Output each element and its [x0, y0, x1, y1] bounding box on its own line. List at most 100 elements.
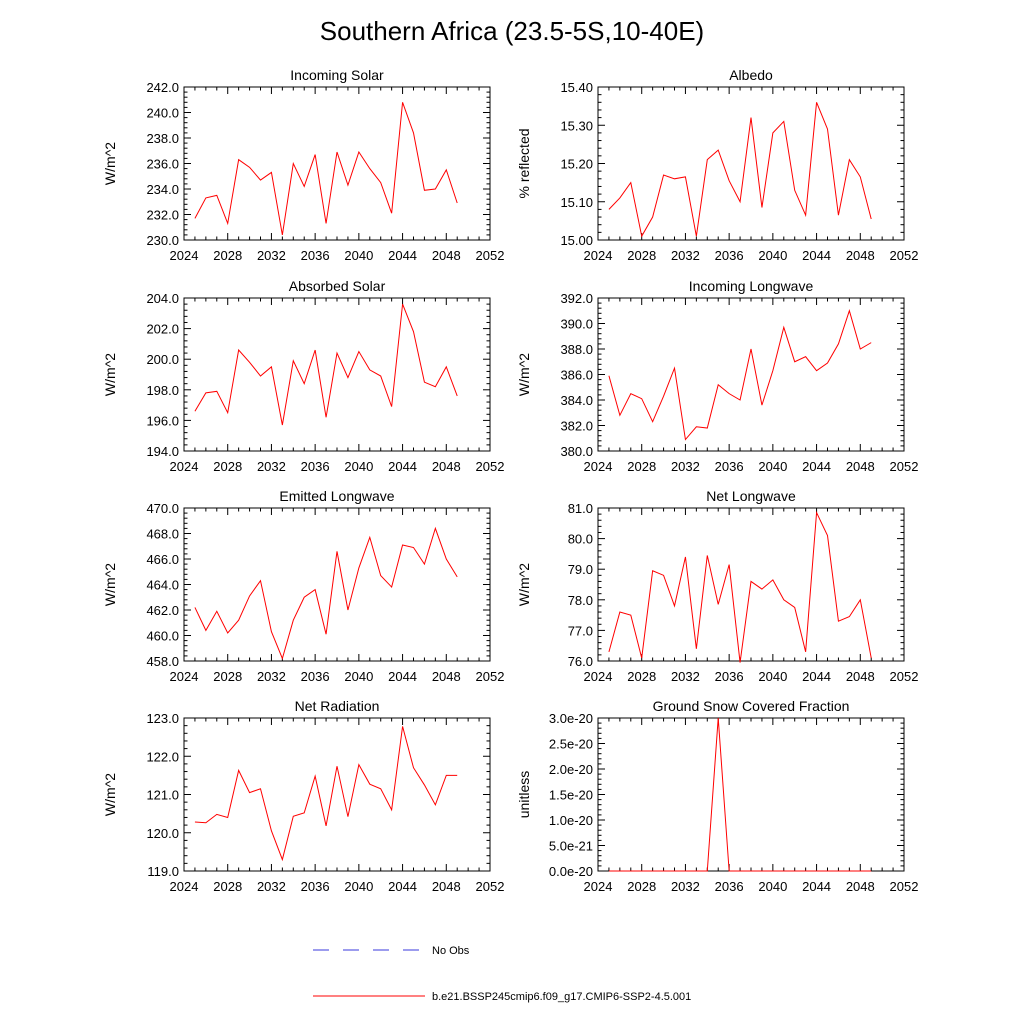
x-tick-label: 2052 — [890, 879, 919, 894]
x-tick-label: 2052 — [890, 669, 919, 684]
x-tick-label: 2024 — [170, 248, 199, 263]
x-tick-label: 2048 — [846, 879, 875, 894]
y-tick-label: 120.0 — [146, 826, 179, 841]
x-tick-label: 2048 — [846, 459, 875, 474]
x-tick-label: 2052 — [476, 879, 505, 894]
x-tick-label: 2044 — [802, 879, 831, 894]
y-tick-label: 122.0 — [146, 749, 179, 764]
x-tick-label: 2036 — [715, 459, 744, 474]
x-tick-label: 2048 — [432, 248, 461, 263]
y-tick-label: 388.0 — [560, 342, 593, 357]
plot-frame — [183, 86, 491, 241]
y-tick-label: 382.0 — [560, 419, 593, 434]
y-axis-label: W/m^2 — [102, 563, 118, 606]
y-tick-label: 386.0 — [560, 368, 593, 383]
y-tick-label: 196.0 — [146, 413, 179, 428]
plot-frame — [183, 507, 491, 662]
x-tick-label: 2048 — [432, 459, 461, 474]
y-axis-label: unitless — [516, 771, 532, 818]
y-tick-label: 242.0 — [146, 80, 179, 95]
y-tick-label: 15.00 — [560, 233, 593, 248]
y-tick-label: 462.0 — [146, 603, 179, 618]
panel-title: Ground Snow Covered Fraction — [653, 698, 850, 714]
y-tick-label: 15.20 — [560, 157, 593, 172]
x-tick-label: 2028 — [213, 459, 242, 474]
x-tick-label: 2024 — [170, 669, 199, 684]
series-line — [194, 726, 458, 862]
y-tick-label: 232.0 — [146, 208, 179, 223]
x-tick-label: 2028 — [627, 669, 656, 684]
panel-title: Incoming Solar — [290, 67, 384, 83]
x-tick-label: 2052 — [890, 459, 919, 474]
x-tick-label: 2032 — [671, 459, 700, 474]
x-tick-label: 2040 — [758, 459, 787, 474]
x-tick-label: 2028 — [627, 879, 656, 894]
y-tick-label: 468.0 — [146, 527, 179, 542]
y-axis-label: W/m^2 — [102, 353, 118, 396]
x-tick-label: 2036 — [301, 248, 330, 263]
x-tick-label: 2048 — [846, 248, 875, 263]
y-tick-label: 384.0 — [560, 393, 593, 408]
figure-title: Southern Africa (23.5-5S,10-40E) — [320, 16, 704, 46]
y-tick-label: 198.0 — [146, 383, 179, 398]
x-tick-label: 2032 — [671, 669, 700, 684]
x-tick-label: 2044 — [802, 669, 831, 684]
y-tick-label: 15.40 — [560, 80, 593, 95]
x-tick-label: 2036 — [715, 879, 744, 894]
y-tick-label: 202.0 — [146, 322, 179, 337]
x-tick-label: 2040 — [344, 879, 373, 894]
x-tick-label: 2036 — [301, 879, 330, 894]
y-tick-label: 123.0 — [146, 711, 179, 726]
x-tick-label: 2036 — [301, 459, 330, 474]
x-tick-label: 2032 — [257, 248, 286, 263]
x-tick-label: 2028 — [213, 879, 242, 894]
panel-title: Net Longwave — [706, 488, 796, 504]
panel-title: Albedo — [729, 67, 773, 83]
x-tick-label: 2024 — [170, 879, 199, 894]
plot-frame — [183, 297, 491, 452]
x-tick-label: 2044 — [802, 248, 831, 263]
y-tick-label: 230.0 — [146, 233, 179, 248]
legend: No Obs b.e21.BSSP245cmip6.f09_g17.CMIP6-… — [313, 945, 691, 1003]
x-tick-label: 2040 — [344, 248, 373, 263]
chart-panel: Net Radiation W/m^2 2024 2028 2032 2036 2040 20… — [102, 698, 504, 894]
y-axis-label: W/m^2 — [516, 563, 532, 606]
y-tick-label: 240.0 — [146, 106, 179, 121]
y-tick-label: 2.5e-20 — [549, 737, 593, 752]
series-line — [194, 102, 458, 235]
chart-panel: Emitted Longwave W/m^2 2024 2028 2032 2036 204… — [102, 488, 504, 684]
x-tick-label: 2032 — [257, 669, 286, 684]
x-tick-label: 2024 — [584, 669, 613, 684]
y-axis-label: W/m^2 — [102, 142, 118, 185]
plot-frame — [597, 297, 905, 452]
x-tick-label: 2040 — [758, 879, 787, 894]
y-tick-label: 470.0 — [146, 501, 179, 516]
y-tick-label: 238.0 — [146, 131, 179, 146]
x-tick-label: 2028 — [627, 248, 656, 263]
y-axis-label: W/m^2 — [102, 773, 118, 816]
chart-panel: Incoming Longwave W/m^2 2024 2028 2032 2036 20… — [516, 278, 918, 474]
y-tick-label: 390.0 — [560, 317, 593, 332]
y-tick-label: 204.0 — [146, 291, 179, 306]
y-tick-label: 380.0 — [560, 444, 593, 459]
x-tick-label: 2032 — [257, 459, 286, 474]
y-tick-label: 464.0 — [146, 578, 179, 593]
y-tick-label: 466.0 — [146, 552, 179, 567]
panel-title: Incoming Longwave — [689, 278, 814, 294]
x-tick-label: 2044 — [388, 879, 417, 894]
x-tick-label: 2040 — [344, 669, 373, 684]
x-tick-label: 2036 — [715, 669, 744, 684]
legend-label-no-obs: No Obs — [432, 945, 470, 957]
x-tick-label: 2044 — [388, 459, 417, 474]
x-tick-label: 2048 — [432, 879, 461, 894]
chart-panel: Incoming Solar W/m^2 2024 2028 2032 2036 2040 2… — [102, 67, 504, 263]
x-tick-label: 2044 — [802, 459, 831, 474]
y-tick-label: 80.0 — [568, 532, 593, 547]
series-line — [608, 717, 872, 872]
x-tick-label: 2052 — [890, 248, 919, 263]
y-tick-label: 392.0 — [560, 291, 593, 306]
y-tick-label: 79.0 — [568, 562, 593, 577]
y-tick-label: 15.10 — [560, 195, 593, 210]
y-tick-label: 121.0 — [146, 788, 179, 803]
x-tick-label: 2044 — [388, 669, 417, 684]
